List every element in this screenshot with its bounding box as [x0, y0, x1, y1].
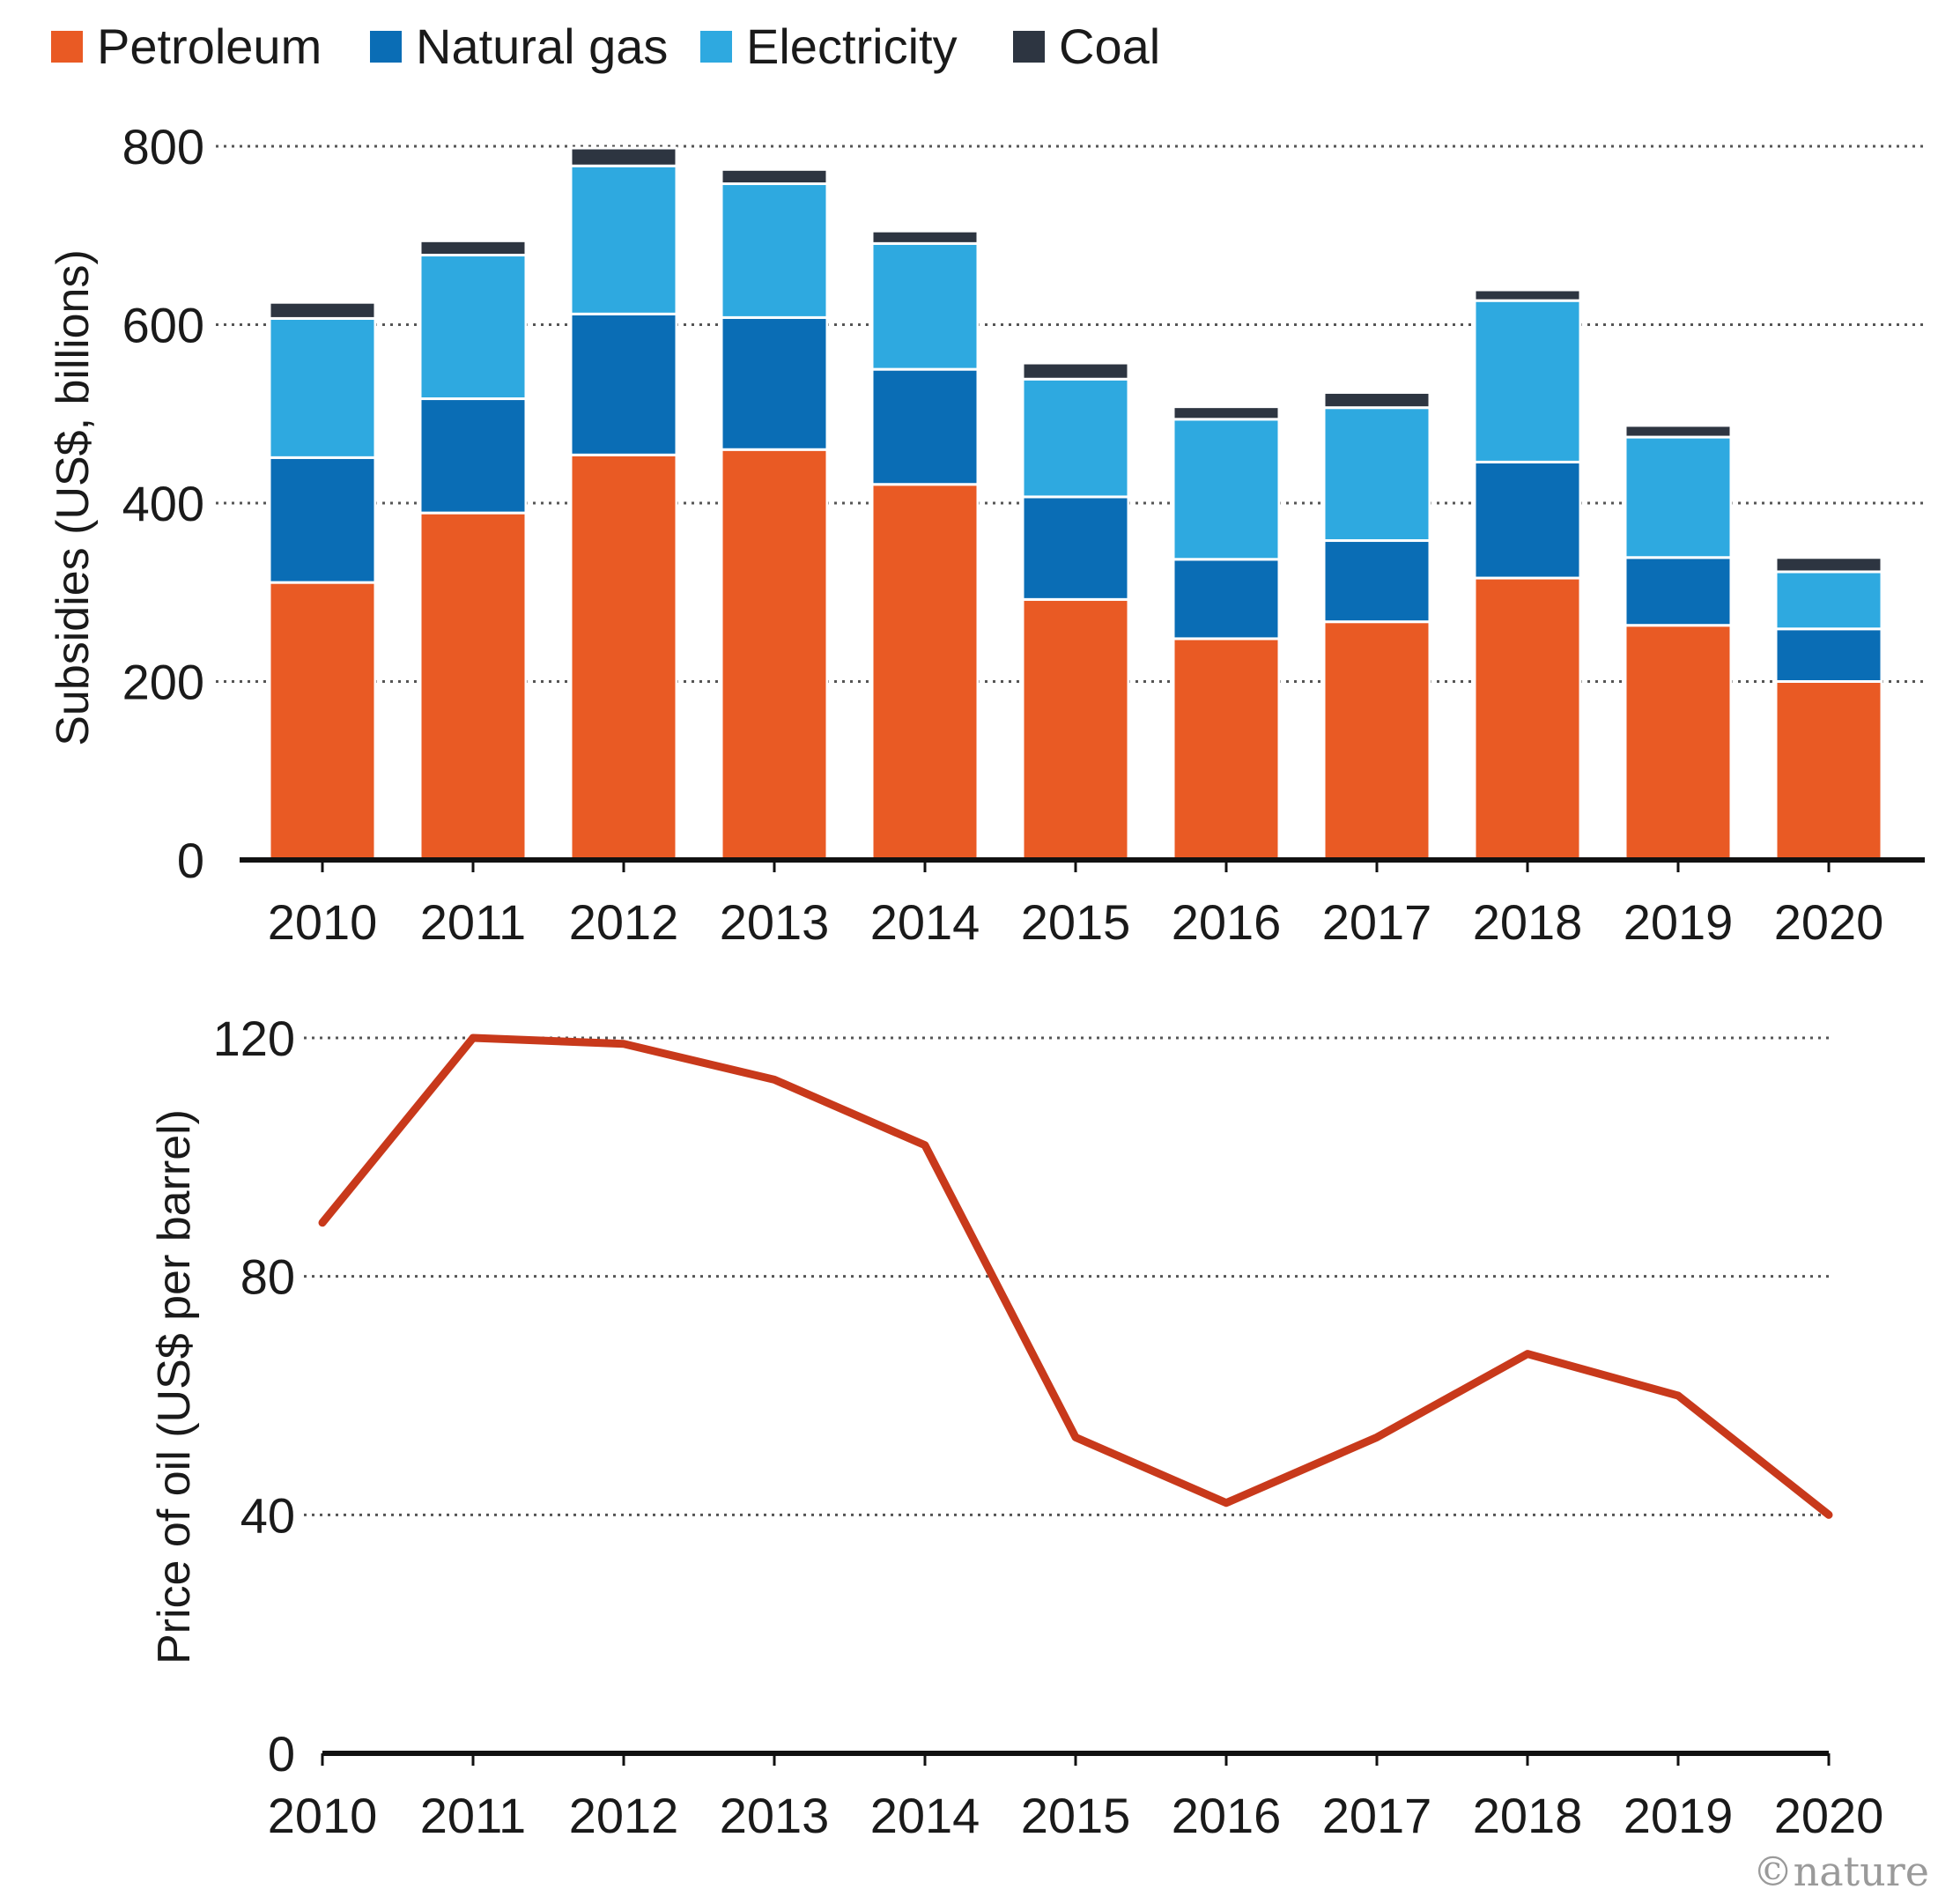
- y-tick-label: 120: [213, 1011, 295, 1066]
- x-tick-label: 2018: [1473, 1788, 1583, 1843]
- bar-coal-2016: [1172, 405, 1281, 421]
- bar-electricity-2013: [720, 182, 829, 319]
- x-tick-label: 2014: [870, 1788, 980, 1843]
- x-tick-label: 2019: [1624, 1788, 1734, 1843]
- bar-natural-gas-2010: [268, 456, 377, 584]
- x-tick-label: 2010: [268, 894, 378, 950]
- x-tick-label: 2012: [569, 894, 679, 950]
- y-tick-label: 400: [122, 476, 204, 531]
- bar-petroleum-2019: [1624, 624, 1733, 862]
- y-tick-label: 200: [122, 655, 204, 710]
- legend-swatch-electricity: [700, 31, 732, 63]
- bar-electricity-2014: [870, 241, 980, 371]
- bar-coal-2012: [569, 146, 678, 167]
- x-tick-label: 2019: [1624, 894, 1734, 950]
- legend-swatch-coal: [1013, 31, 1045, 63]
- bar-electricity-2011: [418, 254, 528, 401]
- line-chart-series: [318, 1033, 1833, 1519]
- line-chart-ylabel: Price of oil (US$ per barrel): [149, 1109, 200, 1664]
- x-tick-label: 2011: [420, 1788, 526, 1843]
- bar-natural-gas-2012: [569, 312, 678, 456]
- legend: Petroleum Natural gas Electricity Coal: [51, 19, 1160, 74]
- x-tick-label: 2015: [1021, 1788, 1131, 1843]
- bar-natural-gas-2017: [1322, 539, 1431, 624]
- line-chart-axes: 2010 2011 2012 2013 2014 2015 2016 2017 2018 2019…: [268, 1751, 1884, 1843]
- bar-natural-gas-2013: [720, 315, 829, 451]
- y-tick-label: 800: [122, 119, 204, 174]
- bar-electricity-2018: [1473, 299, 1582, 463]
- bar-natural-gas-2016: [1172, 558, 1281, 641]
- legend-swatch-natural-gas: [370, 31, 402, 63]
- x-tick-label: 2016: [1172, 894, 1282, 950]
- bar-natural-gas-2020: [1774, 627, 1883, 684]
- bar-electricity-2020: [1774, 570, 1883, 631]
- bar-electricity-2010: [268, 316, 377, 459]
- bar-petroleum-2016: [1172, 637, 1281, 862]
- y-tick-label: 80: [240, 1249, 295, 1305]
- bar-electricity-2019: [1624, 435, 1733, 559]
- bar-coal-2018: [1473, 288, 1582, 302]
- bar-natural-gas-2011: [418, 397, 528, 515]
- bar-natural-gas-2018: [1473, 460, 1582, 580]
- nature-credit: ©nature: [1753, 1848, 1929, 1895]
- bar-natural-gas-2019: [1624, 556, 1733, 627]
- x-tick-label: 2013: [720, 894, 830, 950]
- y-tick-label: 40: [240, 1487, 295, 1543]
- x-tick-label: 2014: [870, 894, 980, 950]
- bar-petroleum-2020: [1774, 680, 1883, 862]
- bar-electricity-2012: [569, 164, 678, 315]
- x-tick-label: 2015: [1021, 894, 1131, 950]
- bar-coal-2015: [1021, 361, 1130, 381]
- bar-petroleum-2013: [720, 448, 829, 862]
- bar-coal-2017: [1322, 390, 1431, 410]
- x-tick-label: 2012: [569, 1788, 679, 1843]
- bar-chart-axes: 2010 2011 2012 2013 2014 2015 2016 2017 2018 2019…: [240, 857, 1925, 950]
- legend-label-electricity: Electricity: [746, 19, 958, 74]
- bar-natural-gas-2015: [1021, 495, 1130, 601]
- x-tick-label: 2018: [1473, 894, 1583, 950]
- bar-electricity-2017: [1322, 406, 1431, 543]
- bar-petroleum-2017: [1322, 620, 1431, 862]
- bar-petroleum-2014: [870, 483, 980, 862]
- x-tick-label: 2020: [1774, 894, 1884, 950]
- bar-electricity-2016: [1172, 418, 1281, 561]
- bar-chart-ylabel: Subsidies (US$, billions): [48, 249, 99, 746]
- x-tick-label: 2020: [1774, 1788, 1884, 1843]
- legend-label-petroleum: Petroleum: [97, 19, 322, 74]
- legend-label-coal: Coal: [1059, 19, 1160, 74]
- bar-chart-gridlines: 0 200 400 600 800: [122, 119, 1925, 888]
- bar-coal-2014: [870, 229, 980, 245]
- bar-petroleum-2018: [1473, 576, 1582, 862]
- bar-coal-2020: [1774, 556, 1883, 574]
- bar-coal-2019: [1624, 424, 1733, 439]
- y-tick-label: 600: [122, 298, 204, 353]
- x-tick-label: 2010: [268, 1788, 378, 1843]
- legend-label-natural-gas: Natural gas: [416, 19, 668, 74]
- bar-chart-bars: [268, 146, 1883, 862]
- bar-coal-2013: [720, 167, 829, 186]
- bar-coal-2011: [418, 239, 528, 257]
- legend-swatch-petroleum: [51, 31, 83, 63]
- bar-petroleum-2012: [569, 453, 678, 862]
- bar-electricity-2015: [1021, 377, 1130, 499]
- x-tick-label: 2016: [1172, 1788, 1282, 1843]
- y-tick-label: 0: [268, 1726, 295, 1782]
- bar-natural-gas-2014: [870, 367, 980, 486]
- x-tick-label: 2017: [1322, 1788, 1432, 1843]
- y-tick-label: 0: [177, 833, 204, 888]
- line-chart-gridlines: 0 40 80 120: [213, 1011, 1832, 1782]
- x-tick-label: 2011: [420, 894, 526, 950]
- x-tick-label: 2013: [720, 1788, 830, 1843]
- bar-petroleum-2011: [418, 511, 528, 862]
- bar-petroleum-2015: [1021, 597, 1130, 862]
- bar-petroleum-2010: [268, 581, 377, 862]
- bar-coal-2010: [268, 300, 377, 320]
- x-tick-label: 2017: [1322, 894, 1432, 950]
- oil-price-line: [318, 1033, 1833, 1519]
